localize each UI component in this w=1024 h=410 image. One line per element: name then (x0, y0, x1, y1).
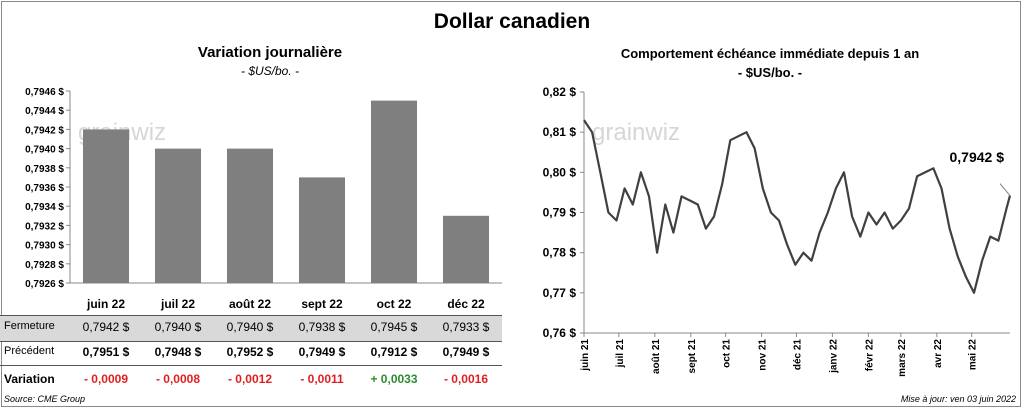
line-y-tick-label: 0,76 $ (543, 326, 577, 340)
row-band-close (0, 315, 502, 342)
source-note: Source: CME Group (4, 394, 86, 404)
bar-5 (443, 215, 489, 283)
bar-category-label: sept 22 (301, 297, 343, 311)
close-value: 0,7940 $ (226, 320, 274, 334)
bar-2 (227, 148, 273, 283)
line-x-tick-label: sept 21 (687, 339, 698, 374)
line-x-tick-label: oct 21 (722, 339, 733, 368)
bar-category-label: déc 22 (447, 297, 485, 311)
bar-y-tick-label: 0,7946 $ (25, 87, 64, 98)
row-label-prev: Précédent (4, 345, 55, 357)
prev-value: 0,7949 $ (298, 345, 346, 359)
line-y-tick-label: 0,80 $ (543, 165, 577, 179)
bar-1 (155, 148, 201, 283)
change-value: - 0,0016 (443, 372, 489, 386)
bar-category-label: août 22 (229, 297, 271, 311)
bar-y-tick-label: 0,7932 $ (25, 221, 64, 232)
prev-value: 0,7949 $ (442, 345, 490, 359)
main-title: Dollar canadien (433, 10, 591, 33)
bar-y-tick-label: 0,7938 $ (25, 164, 64, 175)
row-label-close: Fermeture (4, 320, 55, 332)
line-y-tick-label: 0,78 $ (543, 246, 577, 260)
bar-category-label: juin 22 (86, 297, 125, 311)
line-x-tick-label: nov 21 (758, 339, 769, 371)
line-x-tick-label: mai 22 (968, 339, 979, 371)
bar-y-tick-label: 0,7936 $ (25, 183, 64, 194)
close-value: 0,7938 $ (298, 320, 346, 334)
line-chart-title: Comportement échéance immédiate depuis 1… (620, 46, 920, 61)
bar-chart-subtitle: - $US/bo. - (240, 64, 300, 78)
close-value: 0,7933 $ (442, 320, 490, 334)
price-line (583, 119, 1012, 294)
line-x-tick-label: août 21 (651, 339, 662, 374)
bar-y-tick-label: 0,7926 $ (25, 279, 64, 290)
line-x-tick-label: févr 22 (864, 339, 875, 372)
prev-value: 0,7912 $ (370, 345, 418, 359)
bar-y-tick-label: 0,7928 $ (25, 260, 64, 271)
update-note: Mise à jour: ven 03 juin 2022 (900, 394, 1016, 404)
line-y-tick-label: 0,77 $ (543, 286, 577, 300)
prev-value: 0,7952 $ (226, 345, 274, 359)
line-y-tick-label: 0,81 $ (543, 125, 577, 139)
change-value: - 0,0012 (227, 372, 273, 386)
line-y-tick-label: 0,79 $ (543, 206, 577, 220)
row-label-change: Variation (4, 372, 55, 386)
bar-0 (83, 129, 129, 283)
line-chart-subtitle: - $US/bo. - (737, 65, 803, 80)
bar-y-tick-label: 0,7942 $ (25, 125, 64, 136)
prev-value: 0,7951 $ (82, 345, 130, 359)
bar-y-tick-label: 0,7930 $ (25, 241, 64, 252)
bar-y-tick-label: 0,7944 $ (25, 106, 64, 117)
bar-y-tick-label: 0,7934 $ (25, 202, 64, 213)
line-chart: grainwiz 0,76 $ 0,77 $ 0,78 $ 0,79 $ 0,80 $ 0,… (543, 85, 1012, 377)
change-value: - 0,0009 (83, 372, 129, 386)
close-value: 0,7942 $ (82, 320, 130, 334)
bar-category-label: juil 22 (160, 297, 195, 311)
bar-4 (371, 100, 417, 283)
bar-chart-title: Variation journalière (197, 44, 343, 61)
change-value: - 0,0011 (300, 372, 344, 386)
last-value-label: 0,7942 $ (950, 149, 1005, 165)
change-value: + 0,0033 (370, 372, 418, 386)
last-value-leader (999, 183, 1011, 196)
line-x-tick-label: déc 21 (792, 339, 803, 371)
bar-3 (299, 177, 345, 283)
watermark-right: grainwiz (592, 119, 680, 146)
bar-category-label: oct 22 (377, 297, 412, 311)
line-x-tick-label: mars 22 (897, 339, 908, 377)
close-value: 0,7940 $ (154, 320, 202, 334)
line-y-tick-label: 0,82 $ (543, 85, 577, 99)
line-x-tick-label: janv 22 (828, 339, 839, 374)
line-x-tick-label: juil 21 (615, 339, 626, 369)
prev-value: 0,7948 $ (154, 345, 202, 359)
close-value: 0,7945 $ (370, 320, 418, 334)
bar-y-tick-label: 0,7940 $ (25, 145, 64, 156)
table-divider (0, 365, 502, 366)
line-x-tick-label: avr 22 (933, 339, 944, 368)
change-value: - 0,0008 (155, 372, 201, 386)
line-x-tick-label: juin 21 (580, 339, 591, 372)
